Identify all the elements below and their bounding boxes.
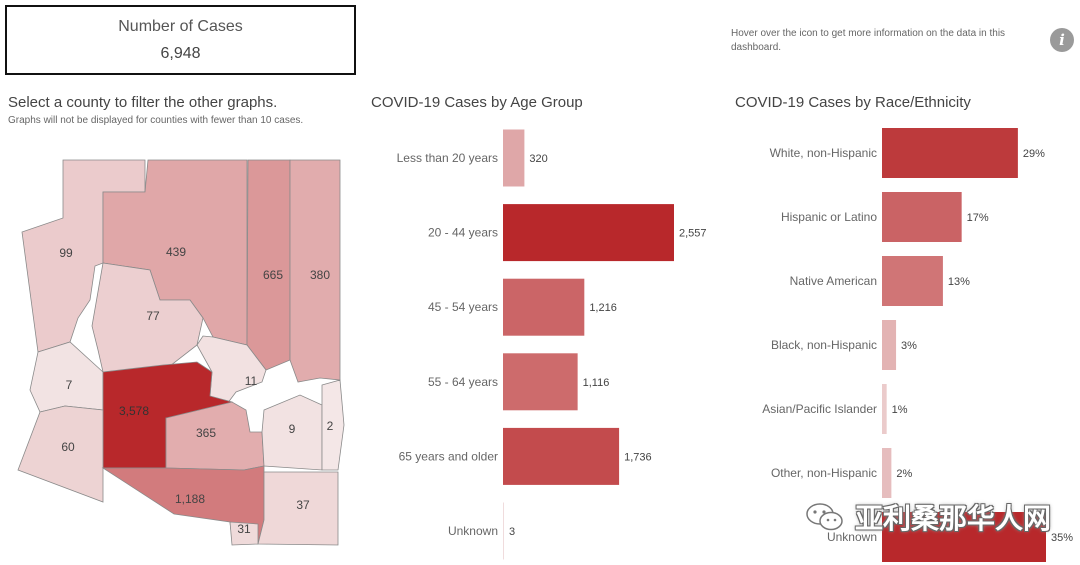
watermark: 亚利桑那华人网 (805, 497, 1051, 537)
info-icon[interactable]: i (1050, 28, 1074, 52)
arizona-county-map: 99 439 665 380 77 11 7 3,578 365 9 2 60 1,188 37 31 (17, 159, 345, 546)
county-label-maricopa: 3,578 (119, 404, 149, 418)
wechat-icon (806, 503, 843, 531)
race-bar[interactable] (882, 320, 897, 370)
age-bar[interactable] (503, 502, 504, 560)
race-bar[interactable] (882, 256, 943, 306)
map-subtitle: Graphs will not be displayed for countie… (8, 115, 304, 126)
race-category-label: Other, non-Hispanic (771, 466, 877, 480)
county-la-paz[interactable] (29, 341, 104, 413)
age-bar[interactable] (503, 278, 585, 336)
county-label-greenlee: 2 (327, 419, 334, 433)
race-value-label: 13% (948, 276, 970, 288)
county-cochise[interactable] (257, 471, 339, 546)
age-chart-title: COVID-19 Cases by Age Group (371, 94, 583, 111)
race-bar[interactable] (882, 512, 1046, 562)
county-greenlee[interactable] (321, 379, 345, 471)
county-label-gila: 11 (245, 374, 258, 388)
race-category-label: Black, non-Hispanic (771, 338, 877, 352)
race-category-label: Asian/Pacific Islander (762, 402, 877, 416)
race-value-label: 35% (1051, 532, 1073, 544)
race-value-label: 1% (892, 404, 908, 416)
age-category-label: Less than 20 years (397, 151, 498, 165)
county-label-mohave: 99 (59, 246, 73, 260)
cases-kpi-card: Number of Cases 6,948 (5, 5, 356, 75)
county-label-graham: 9 (289, 422, 296, 436)
race-bar[interactable] (882, 384, 887, 434)
county-label-cochise: 37 (296, 498, 310, 512)
county-label-pinal: 365 (196, 426, 216, 440)
hover-note: Hover over the icon to get more informat… (731, 28, 1006, 53)
race-bar[interactable] (882, 448, 892, 498)
watermark-text: 亚利桑那华人网 (855, 502, 1052, 535)
race-value-label: 2% (896, 468, 912, 480)
age-category-label: 45 - 54 years (428, 300, 498, 314)
race-bar[interactable] (882, 192, 962, 242)
age-bar[interactable] (503, 353, 578, 411)
age-value-label: 1,116 (583, 377, 610, 389)
age-bar[interactable] (503, 129, 525, 187)
age-bar[interactable] (503, 204, 674, 262)
race-chart-title: COVID-19 Cases by Race/Ethnicity (735, 94, 971, 111)
county-label-yuma: 60 (61, 440, 75, 454)
age-category-label: 55 - 64 years (428, 375, 498, 389)
age-value-label: 3 (509, 526, 515, 538)
race-value-label: 17% (967, 212, 989, 224)
map-title: Select a county to filter the other grap… (8, 94, 278, 111)
age-bar[interactable] (503, 427, 620, 485)
race-value-label: 3% (901, 340, 917, 352)
race-category-label: Native American (790, 274, 877, 288)
county-label-pima: 1,188 (175, 492, 205, 506)
race-category-label: Hispanic or Latino (781, 210, 877, 224)
county-apache[interactable] (289, 159, 341, 383)
race-bar[interactable] (882, 128, 1018, 178)
age-category-label: 65 years and older (399, 449, 498, 463)
age-value-label: 1,216 (589, 302, 617, 314)
county-label-coconino: 439 (166, 245, 186, 259)
county-label-santa-cruz: 31 (237, 522, 251, 536)
age-group-chart: Less than 20 years 320 20 - 44 years 2,557 4… (397, 129, 707, 560)
race-value-label: 29% (1023, 148, 1045, 160)
age-category-label: 20 - 44 years (428, 226, 498, 240)
race-category-label: White, non-Hispanic (770, 146, 877, 160)
county-santa-cruz[interactable] (229, 521, 259, 546)
county-label-apache: 380 (310, 268, 330, 282)
county-navajo[interactable] (246, 159, 291, 371)
age-value-label: 2,557 (679, 228, 707, 240)
age-category-label: Unknown (448, 524, 498, 538)
kpi-value: 6,948 (160, 45, 201, 62)
county-label-yavapai: 77 (146, 309, 160, 323)
age-value-label: 1,736 (624, 451, 652, 463)
kpi-label: Number of Cases (118, 18, 243, 35)
race-category-label: Unknown (827, 530, 877, 544)
county-yuma[interactable] (17, 405, 104, 503)
age-value-label: 320 (529, 153, 547, 165)
race-ethnicity-chart: White, non-Hispanic 29% Hispanic or Latino… (762, 128, 1073, 562)
county-label-navajo: 665 (263, 268, 283, 282)
county-label-la-paz: 7 (66, 378, 73, 392)
